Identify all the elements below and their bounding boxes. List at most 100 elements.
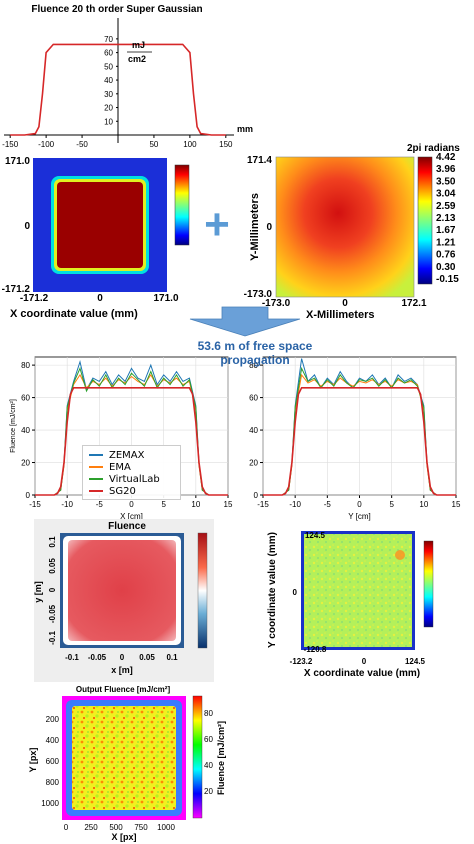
profile-y-tick-label: 20 xyxy=(104,104,113,113)
profile-y-tick-label: 30 xyxy=(104,90,113,99)
profile-x-tick-label: -100 xyxy=(38,140,55,149)
phase-map-x-left: -173.0 xyxy=(262,298,291,309)
output-map-title: Output Fluence [mJ/cm²] xyxy=(76,685,171,694)
fluence-map-y-tick-label: -0.05 xyxy=(48,604,57,623)
zemax-map-y-tick-label: -120.8 xyxy=(304,645,327,654)
legend-item-zemax: ZEMAX xyxy=(89,449,145,461)
output-map-colorbar-tick-label: 20 xyxy=(204,787,213,796)
input-map-y-top: 171.0 xyxy=(5,156,30,167)
legend-label-virtuallab: VirtualLab xyxy=(109,473,160,485)
phase-map-image xyxy=(276,157,414,297)
phase-map-y-mid: 0 xyxy=(266,222,272,233)
fluence-map-xlabel: x [m] xyxy=(111,665,133,675)
phase-map-ylabel: Y-Millimeters xyxy=(249,193,261,261)
output-map-y-tick-label: 200 xyxy=(46,715,60,724)
phase-colorbar-tick: 3.04 xyxy=(436,189,456,200)
zemax-map-x-tick-label: 0 xyxy=(362,657,367,666)
plot-x-tick-label: -5 xyxy=(324,500,332,509)
phase-colorbar-tick: -0.15 xyxy=(436,274,459,285)
plot-y-tick-label: 60 xyxy=(21,394,30,403)
zemax-map-xlabel: X coordinate value (mm) xyxy=(304,668,420,679)
output-map-colorbar-tick-label: 40 xyxy=(204,761,213,770)
profile-curve xyxy=(10,43,226,136)
plot-x-tick-label: 5 xyxy=(161,500,166,509)
phase-colorbar-tick: 0.76 xyxy=(436,250,456,261)
phase-colorbar-tick: 1.21 xyxy=(436,237,456,248)
fluence-map-ylabel: y [m] xyxy=(33,581,43,603)
phase-colorbar-tick: 0.30 xyxy=(436,262,456,273)
profile-unit-top: mJ xyxy=(132,40,145,50)
phase-map-colorbar xyxy=(417,156,433,285)
phase-map-y-bottom: -173.0 xyxy=(244,289,273,300)
profile-y-tick-label: 70 xyxy=(104,35,113,44)
plot-y-tick-label: 20 xyxy=(21,459,30,468)
output-map-y-tick-label: 1000 xyxy=(41,799,59,808)
fluence-map-colorbar xyxy=(197,532,208,649)
fluence-map-y-ticks: 0.1 0.05 0 -0.05 -0.1 xyxy=(48,536,57,645)
profile-y-tick-label: 40 xyxy=(104,76,113,85)
zemax-map-x-ticks: -123.2 0 124.5 xyxy=(290,657,426,666)
plot-y-tick-label: 40 xyxy=(21,426,30,435)
y-cut-fluence-plot: -15 -10 -5 0 5 10 15 0 20 40 60 80 Y [cm] xyxy=(249,356,461,521)
profile-y-tick-label: 60 xyxy=(104,49,113,58)
input-map-x-mid: 0 xyxy=(97,293,103,304)
fluence-map-top-hat xyxy=(68,540,176,641)
super-gaussian-profile-chart: Fluence 20 th order Super Gaussian 10 20 3… xyxy=(2,4,253,149)
legend-swatch-sg20 xyxy=(89,490,103,492)
profile-x-unit: mm xyxy=(237,124,253,134)
profile-unit-bottom: cm2 xyxy=(128,54,146,64)
input-fluence-map: 171.0 0 -171.2 -171.2 0 171.0 X coordina… xyxy=(2,156,190,320)
phase-colorbar-tick: 3.96 xyxy=(436,164,456,175)
output-map-x-tick-label: 500 xyxy=(109,823,123,832)
plot-x-tick-label: 15 xyxy=(452,500,461,509)
legend-item-virtuallab: VirtualLab xyxy=(89,473,160,485)
fluence-map-y-tick-label: -0.1 xyxy=(48,631,57,645)
input-map-top-hat xyxy=(57,182,143,268)
phase-map-x-right: 172.1 xyxy=(401,298,426,309)
plot-x-tick-label: 5 xyxy=(389,500,394,509)
phase-colorbar-tick: 3.50 xyxy=(436,176,456,187)
plot-y-tick-label: 60 xyxy=(249,394,258,403)
plot-x-tick-label: -15 xyxy=(257,500,269,509)
phase-colorbar-tick: 1.67 xyxy=(436,225,456,236)
x-cut-fluence-plot: -15 -10 -5 0 5 10 15 0 20 40 60 80 X [cm] Fluence [mJ… xyxy=(10,356,233,521)
output-map-xlabel: X [px] xyxy=(111,832,136,842)
series-line-sg20 xyxy=(263,387,456,496)
input-map-y-bottom: -171.2 xyxy=(2,284,31,295)
phase-map-y-top: 171.4 xyxy=(247,155,272,166)
fluence-map-y-tick-label: 0 xyxy=(48,587,57,592)
fluence-map-x-tick-label: 0.05 xyxy=(139,653,155,662)
propagation-banner: 53.6 m of free space propagation xyxy=(197,339,313,367)
plot-y-tick-label: 0 xyxy=(26,491,31,500)
plus-sign: + xyxy=(204,200,230,249)
legend-swatch-zemax xyxy=(89,454,103,456)
legend-item-ema: EMA xyxy=(89,461,131,473)
legend-item-sg20: SG20 xyxy=(89,485,136,497)
output-map-colorbar xyxy=(192,695,203,819)
zemax-map-y-ticks: 124.5 0 -120.8 xyxy=(293,531,327,654)
zemax-map-colorbar xyxy=(423,540,434,628)
output-map-x-tick-label: 1000 xyxy=(157,823,175,832)
phase-colorbar-tick: 4.42 xyxy=(436,152,456,163)
zemax-map-x-tick-label: -123.2 xyxy=(290,657,313,666)
profile-x-tick-label: 50 xyxy=(149,140,158,149)
plot-x-tick-label: 10 xyxy=(191,500,200,509)
plot-x-tick-label: 0 xyxy=(129,500,134,509)
output-map-x-ticks: 0 250 500 750 1000 xyxy=(64,823,176,832)
series-line-sg20 xyxy=(35,387,228,496)
profile-x-tick-label: 100 xyxy=(183,140,197,149)
input-map-y-mid: 0 xyxy=(24,221,30,232)
legend: ZEMAX EMA VirtualLab SG20 xyxy=(82,445,181,500)
plot-x-tick-label: -5 xyxy=(96,500,104,509)
phase-map-colorbar-ticks: 4.423.963.50 3.042.592.131.671.21 0.760.30… xyxy=(436,152,459,285)
profile-y-ticks: 10 20 30 40 50 60 70 xyxy=(104,35,118,136)
profile-y-tick-label: 10 xyxy=(104,117,113,126)
plot-y-tick-label: 40 xyxy=(249,426,258,435)
zemax-map-ylabel: Y coordinate value (mm) xyxy=(267,532,278,648)
plot-y-tick-label: 80 xyxy=(249,361,258,370)
phase-colorbar-tick: 2.13 xyxy=(436,213,456,224)
fluence-map-y-tick-label: 0.05 xyxy=(48,558,57,574)
output-map-y-ticks: 200 400 600 800 1000 xyxy=(41,715,59,808)
propagation-arrow xyxy=(189,306,301,337)
